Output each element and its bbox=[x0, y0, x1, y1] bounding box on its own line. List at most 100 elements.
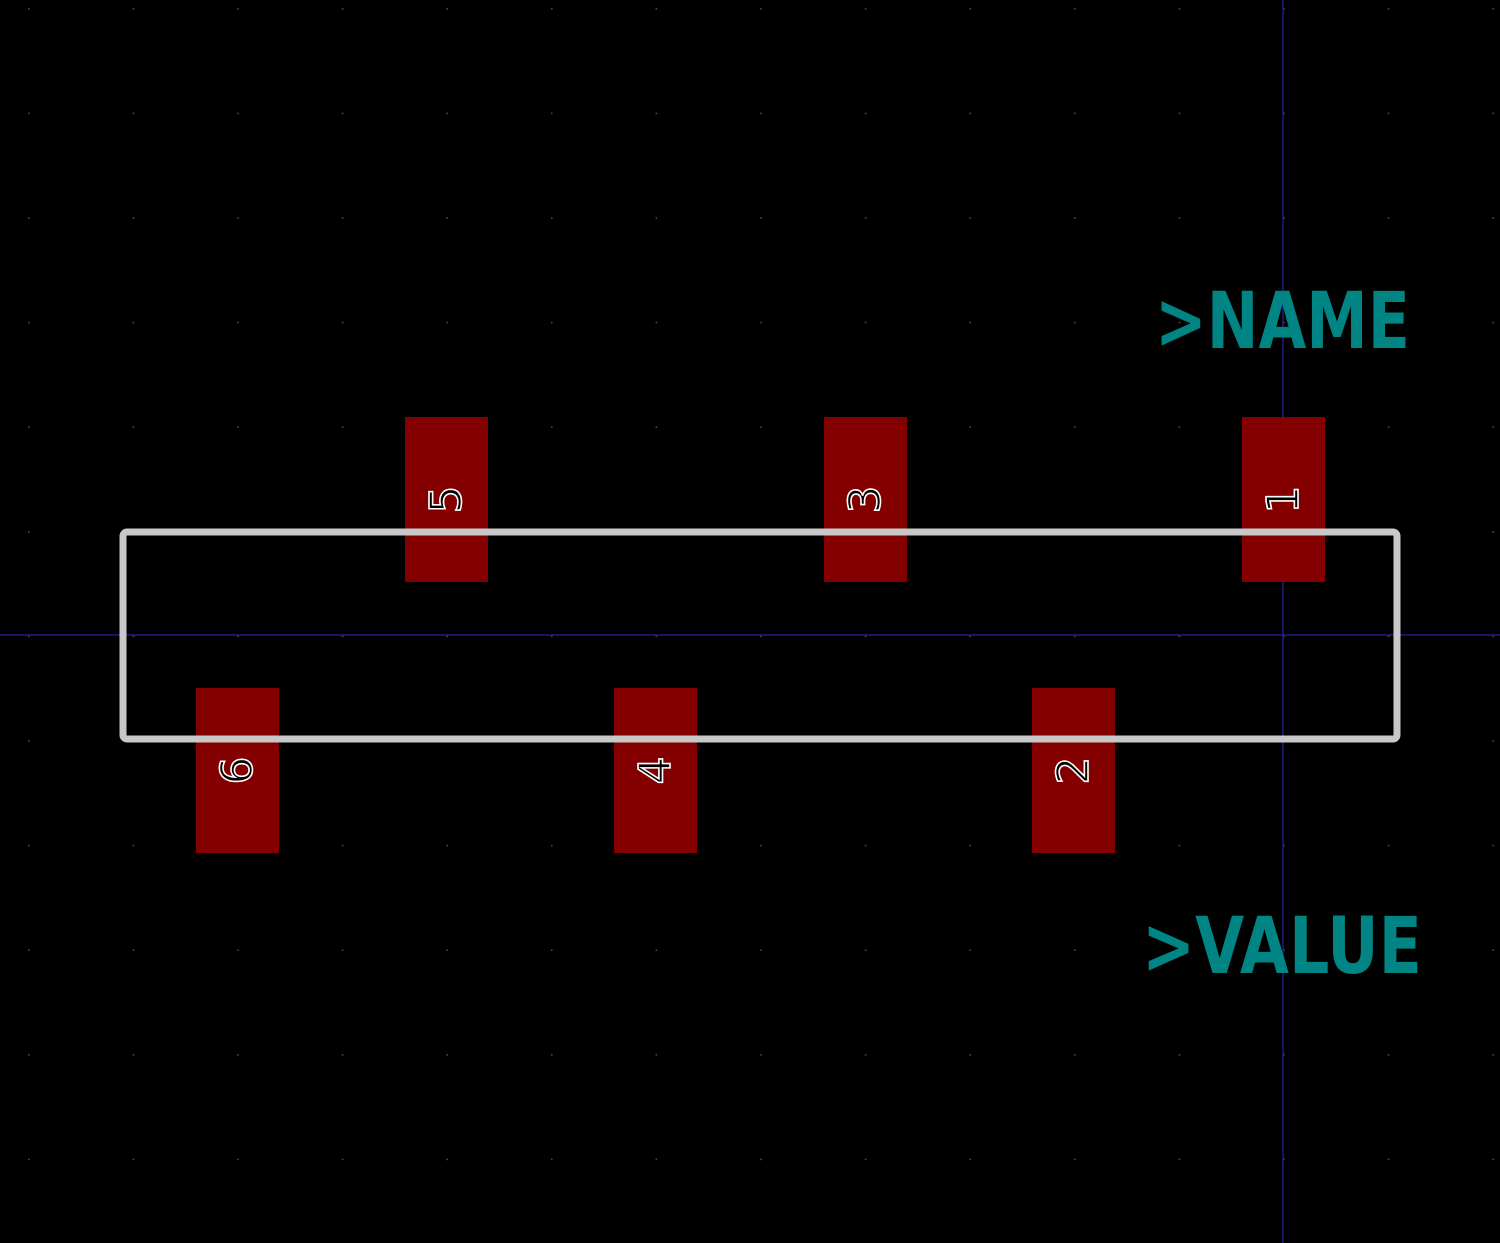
grid-dot bbox=[1283, 217, 1285, 219]
grid-dot bbox=[1492, 531, 1494, 533]
grid-dot bbox=[1074, 1054, 1076, 1056]
grid-dot bbox=[551, 949, 553, 951]
grid-dot bbox=[237, 112, 239, 115]
grid-dot bbox=[237, 426, 239, 428]
grid-dot bbox=[1492, 1158, 1494, 1161]
reference-value-text[interactable]: >VALUE bbox=[1142, 902, 1422, 992]
grid-dot bbox=[969, 1054, 971, 1056]
grid-dot bbox=[1283, 635, 1285, 638]
grid-dot bbox=[341, 844, 344, 847]
grid-dot bbox=[1492, 635, 1494, 638]
grid-dot bbox=[760, 1054, 762, 1056]
grid-dot bbox=[969, 1158, 971, 1161]
pad-5[interactable]: 5 bbox=[405, 417, 488, 582]
grid-dot bbox=[864, 321, 867, 324]
grid-dot bbox=[132, 844, 135, 847]
grid-dot bbox=[969, 112, 971, 115]
grid-dot bbox=[1492, 844, 1494, 847]
grid-dot bbox=[1492, 1054, 1494, 1056]
grid-dot bbox=[969, 949, 971, 951]
grid-dot bbox=[864, 1054, 867, 1056]
grid-dot bbox=[655, 321, 658, 324]
grid-dot bbox=[341, 8, 344, 10]
grid-dot bbox=[655, 8, 658, 10]
grid-dot bbox=[1178, 844, 1181, 847]
pads-group: 1 2 3 4 5 6 bbox=[196, 417, 1325, 853]
grid-dot bbox=[760, 949, 762, 951]
grid-dot bbox=[28, 1054, 30, 1056]
silkscreen-outline[interactable] bbox=[119, 528, 1401, 743]
pad-number-label: 6 bbox=[212, 757, 263, 785]
grid-dot bbox=[132, 112, 135, 115]
pad-rect[interactable] bbox=[196, 688, 279, 853]
pad-3[interactable]: 3 bbox=[824, 417, 907, 582]
grid-dot bbox=[760, 1158, 762, 1161]
grid-dot bbox=[1178, 217, 1181, 219]
grid-dot bbox=[28, 8, 30, 10]
grid-dot bbox=[341, 949, 344, 951]
grid-dot bbox=[1074, 112, 1076, 115]
grid-dot bbox=[1492, 8, 1494, 10]
grid-dot bbox=[341, 635, 344, 638]
grid-dot bbox=[760, 844, 762, 847]
grid-dot bbox=[28, 635, 30, 638]
grid-dot bbox=[237, 1158, 239, 1161]
grid-dot bbox=[760, 112, 762, 115]
grid-dot bbox=[237, 635, 239, 638]
grid-dot bbox=[1387, 1158, 1390, 1161]
pad-4[interactable]: 4 bbox=[614, 688, 697, 853]
grid-dot bbox=[1387, 321, 1390, 324]
grid-dot bbox=[28, 740, 30, 742]
pad-rect[interactable] bbox=[405, 417, 488, 582]
grid-dot bbox=[1074, 1158, 1076, 1161]
grid-dot bbox=[28, 321, 30, 324]
pad-rect[interactable] bbox=[1242, 417, 1325, 582]
pad-2[interactable]: 2 bbox=[1032, 688, 1115, 853]
grid-dot bbox=[1178, 321, 1181, 324]
grid-dot bbox=[1283, 112, 1285, 115]
grid-dot bbox=[28, 112, 30, 115]
pad-rect[interactable] bbox=[1032, 688, 1115, 853]
grid-dot bbox=[341, 426, 344, 428]
grid-dot bbox=[132, 321, 135, 324]
grid-dot bbox=[1283, 321, 1285, 324]
pad-rect[interactable] bbox=[614, 688, 697, 853]
grid-dot bbox=[237, 217, 239, 219]
grid-dot bbox=[341, 1054, 344, 1056]
grid-dot bbox=[1492, 740, 1494, 742]
grid-dot bbox=[341, 321, 344, 324]
grid-dot bbox=[551, 217, 553, 219]
grid-dot bbox=[1178, 635, 1181, 638]
pad-6[interactable]: 6 bbox=[196, 688, 279, 853]
grid-dot bbox=[551, 426, 553, 428]
grid-dot bbox=[864, 844, 867, 847]
grid-dot bbox=[1074, 635, 1076, 638]
grid-dot bbox=[1283, 8, 1285, 10]
reference-name-text[interactable]: >NAME bbox=[1155, 277, 1410, 367]
pad-rect[interactable] bbox=[824, 417, 907, 582]
grid-dot bbox=[237, 949, 239, 951]
grid-dot bbox=[28, 1158, 30, 1161]
grid-dot bbox=[864, 8, 867, 10]
grid-dot bbox=[1387, 112, 1390, 115]
grid-dot bbox=[341, 217, 344, 219]
grid-dot bbox=[28, 426, 30, 428]
grid-dot bbox=[655, 949, 658, 951]
grid-dot bbox=[132, 949, 135, 951]
grid-dot bbox=[551, 844, 553, 847]
grid-dot bbox=[237, 8, 239, 10]
grid-dot bbox=[446, 635, 448, 638]
pad-number-label: 5 bbox=[421, 486, 472, 514]
grid-dot bbox=[237, 1054, 239, 1056]
grid-dot bbox=[655, 112, 658, 115]
grid-dot bbox=[1178, 949, 1181, 951]
grid-dot bbox=[969, 844, 971, 847]
grid-dot bbox=[1492, 426, 1494, 428]
pad-1[interactable]: 1 bbox=[1242, 417, 1325, 582]
grid-dot bbox=[655, 1054, 658, 1056]
grid-dot bbox=[446, 217, 448, 219]
grid-dot bbox=[969, 635, 971, 638]
grid-dot bbox=[28, 844, 30, 847]
